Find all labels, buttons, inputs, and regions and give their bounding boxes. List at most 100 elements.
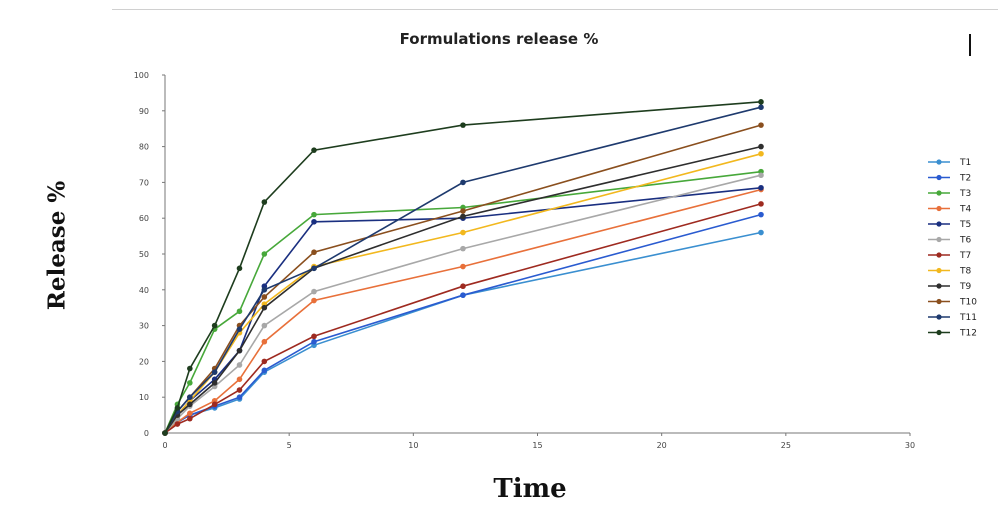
data-point-t4 xyxy=(187,410,193,417)
data-point-t11 xyxy=(460,179,466,186)
data-point-t3 xyxy=(187,380,193,386)
data-point-t2 xyxy=(261,367,268,374)
data-point-t6 xyxy=(460,245,466,252)
legend-label-t8: T8 xyxy=(959,267,971,277)
data-point-t3 xyxy=(236,308,243,315)
x-tick-label: 5 xyxy=(287,441,292,450)
y-tick-label: 90 xyxy=(139,107,149,116)
data-point-t2 xyxy=(236,394,243,401)
data-point-t12 xyxy=(162,430,168,436)
data-point-t9 xyxy=(211,380,218,386)
data-point-t1 xyxy=(758,229,764,236)
y-tick-label: 80 xyxy=(139,143,149,152)
data-point-t7 xyxy=(261,358,268,365)
data-point-t9 xyxy=(758,143,764,150)
legend-label-t12: T12 xyxy=(959,329,977,339)
data-point-t9 xyxy=(236,347,243,354)
legend-marker-t11 xyxy=(936,314,942,320)
legend-label-t10: T10 xyxy=(959,298,977,308)
data-point-t12 xyxy=(758,99,764,105)
data-point-t2 xyxy=(758,211,764,218)
x-axis-label: Time xyxy=(493,474,567,504)
data-point-t6 xyxy=(261,322,268,329)
data-point-t11 xyxy=(236,326,243,332)
data-point-t3 xyxy=(261,251,268,257)
legend-marker-t2 xyxy=(936,174,942,181)
data-point-t9 xyxy=(460,213,466,220)
data-point-t11 xyxy=(758,104,764,111)
y-tick-label: 100 xyxy=(134,71,149,80)
legend-label-t11: T11 xyxy=(959,313,977,323)
legend-label-t6: T6 xyxy=(959,236,971,246)
data-point-t7 xyxy=(211,401,218,408)
data-point-t10 xyxy=(758,122,764,128)
legend-label-t3: T3 xyxy=(959,189,971,199)
legend-marker-t5 xyxy=(936,221,942,227)
data-point-t12 xyxy=(174,405,181,411)
legend-label-t7: T7 xyxy=(959,251,971,261)
x-tick-label: 10 xyxy=(408,441,418,450)
data-point-t8 xyxy=(758,150,764,157)
data-point-t11 xyxy=(187,394,193,401)
data-point-t7 xyxy=(758,201,764,207)
legend-marker-t6 xyxy=(936,236,942,243)
y-tick-label: 0 xyxy=(144,429,149,438)
y-tick-label: 50 xyxy=(139,250,149,259)
data-point-t4 xyxy=(236,376,243,383)
data-point-t10 xyxy=(261,294,268,300)
data-point-t2 xyxy=(311,338,317,345)
series-line-t9 xyxy=(164,145,762,434)
y-tick-label: 40 xyxy=(139,286,149,295)
x-tick-label: 20 xyxy=(657,441,667,450)
data-point-t7 xyxy=(236,387,243,393)
data-point-t2 xyxy=(460,292,466,298)
chart-title: Formulations release % xyxy=(399,30,599,48)
data-point-t6 xyxy=(311,288,317,295)
x-tick-label: 0 xyxy=(162,441,167,450)
y-tick-label: 60 xyxy=(139,214,149,223)
legend-marker-t3 xyxy=(936,190,942,196)
x-tick-label: 15 xyxy=(532,441,542,450)
legend-marker-t12 xyxy=(936,329,942,336)
x-tick-label: 25 xyxy=(781,441,791,450)
legend-marker-t1 xyxy=(936,159,942,165)
legend-marker-t7 xyxy=(936,252,942,258)
legend-label-t9: T9 xyxy=(959,282,971,292)
data-point-t8 xyxy=(460,229,466,236)
y-tick-label: 20 xyxy=(139,357,149,366)
data-point-t10 xyxy=(460,208,466,214)
y-tick-label: 70 xyxy=(139,178,149,187)
legend-label-t5: T5 xyxy=(959,220,971,230)
data-point-t6 xyxy=(758,172,764,179)
top-divider xyxy=(112,9,998,10)
data-point-t7 xyxy=(311,333,317,340)
data-point-t4 xyxy=(261,338,268,345)
series-line-t10 xyxy=(164,124,762,434)
legend-label-t4: T4 xyxy=(959,205,971,215)
data-point-t7 xyxy=(460,283,466,290)
legend-marker-t8 xyxy=(936,267,942,274)
data-point-t9 xyxy=(261,304,268,311)
data-point-t4 xyxy=(460,263,466,270)
data-point-t5 xyxy=(758,184,764,191)
data-point-t9 xyxy=(187,401,193,408)
series-line-t5 xyxy=(164,187,762,434)
data-point-t11 xyxy=(311,265,317,272)
legend-marker-t10 xyxy=(936,298,942,305)
data-point-t10 xyxy=(311,249,317,256)
data-point-t5 xyxy=(311,218,317,225)
data-point-t4 xyxy=(311,297,317,304)
text-cursor xyxy=(969,34,971,56)
data-point-t12 xyxy=(261,199,268,205)
legend-marker-t4 xyxy=(936,205,942,212)
y-tick-label: 10 xyxy=(139,393,149,402)
series-line-t11 xyxy=(164,106,762,434)
legend-label-t1: T1 xyxy=(959,158,971,168)
data-point-t12 xyxy=(211,322,218,329)
data-point-t12 xyxy=(311,147,317,153)
data-point-t11 xyxy=(261,287,268,293)
data-point-t12 xyxy=(187,365,193,372)
data-point-t11 xyxy=(211,369,218,375)
y-tick-label: 30 xyxy=(139,322,149,331)
